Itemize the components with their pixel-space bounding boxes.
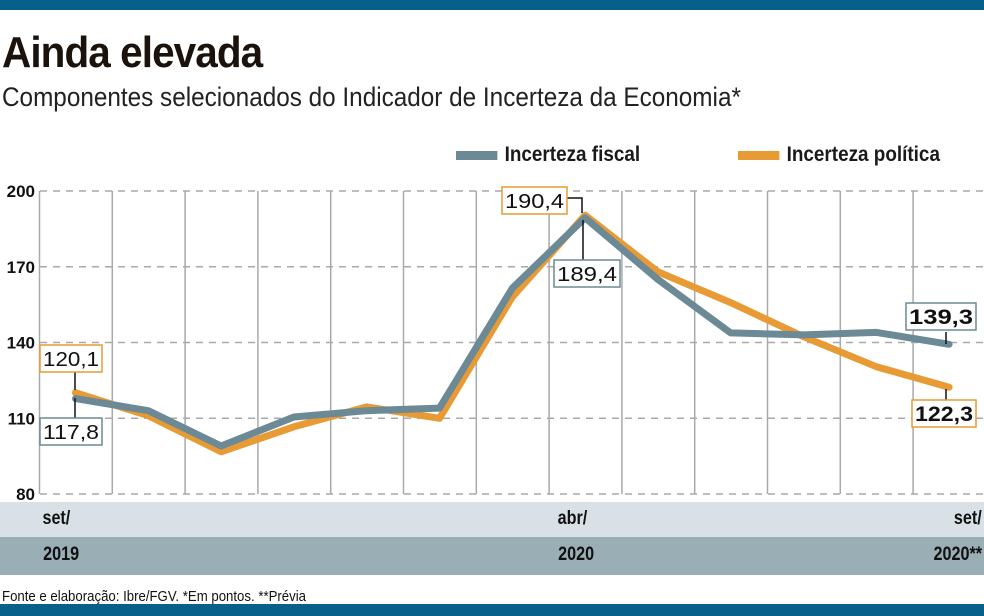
data-point-fiscal-3 [291,414,296,419]
data-point-fiscal-2 [219,444,224,449]
data-point-politica-0 [73,390,78,395]
annotation-label-1: 117,8 [43,422,99,444]
data-point-fiscal-1 [146,408,151,413]
legend-item-politica: Incerteza política [738,143,940,167]
annotation-box-2 [501,186,568,215]
annotation-box-4 [905,302,977,331]
x-axis-month-band [0,502,984,537]
annotation-label-2: 190,4 [505,191,564,213]
source-note: Fonte e elaboração: Ibre/FGV. *Em pontos… [2,588,307,605]
series-line-fiscal [72,214,953,450]
legend-label-fiscal: Incerteza fiscal [504,143,641,166]
chart-title: Ainda elevada [2,28,263,77]
x-tick-month-2: set/ [954,508,982,529]
top-brand-bar [0,0,984,10]
data-point-politica-3 [291,424,296,429]
annotation-box-5 [911,399,977,428]
legend-item-fiscal: Incerteza fiscal [456,143,640,167]
x-tick-year-2: 2020** [933,544,982,565]
x-tick-year-0: 2019 [43,544,80,565]
data-point-politica-12 [947,385,952,390]
legend-label-politica: Incerteza política [786,143,940,166]
data-point-fiscal-4 [364,408,369,413]
annotation-label-4: 139,3 [909,306,973,329]
chart-subtitle: Componentes selecionados do Indicador de… [2,82,741,112]
x-axis-year-band [0,537,984,575]
data-point-politica-2 [219,449,224,454]
y-tick-label-2: 140 [7,334,35,353]
annotation-label-5: 122,3 [915,403,973,426]
data-point-politica-11 [874,364,879,369]
data-point-fiscal-10 [801,332,806,337]
annotation-label-3: 189,4 [557,264,617,286]
data-point-fiscal-9 [728,330,733,335]
y-tick-label-4: 80 [16,485,35,504]
data-point-fiscal-5 [437,406,442,411]
data-point-politica-9 [728,300,733,305]
x-tick-year-1: 2020 [558,544,595,565]
bottom-brand-bar [0,604,984,616]
data-point-fiscal-8 [655,277,660,282]
y-tick-label-1: 170 [7,258,35,277]
data-point-fiscal-11 [874,330,879,335]
x-tick-month-0: set/ [42,508,71,529]
y-tick-label-3: 110 [8,409,35,428]
data-point-fiscal-6 [510,286,515,291]
x-tick-month-1: abr/ [557,508,588,529]
annotation-leader-2 [567,197,583,213]
data-point-politica-8 [655,269,660,274]
annotation-box-3 [553,259,621,288]
y-tick-label-0: 200 [7,182,35,201]
legend-swatch-fiscal [456,150,498,160]
data-point-fiscal-7 [583,215,588,220]
annotation-box-0 [39,344,103,373]
data-point-politica-5 [437,416,442,421]
annotation-label-0: 120,1 [43,349,99,371]
annotation-box-1 [39,417,103,446]
data-point-fiscal-12 [947,342,952,347]
legend-swatch-politica [738,150,780,160]
